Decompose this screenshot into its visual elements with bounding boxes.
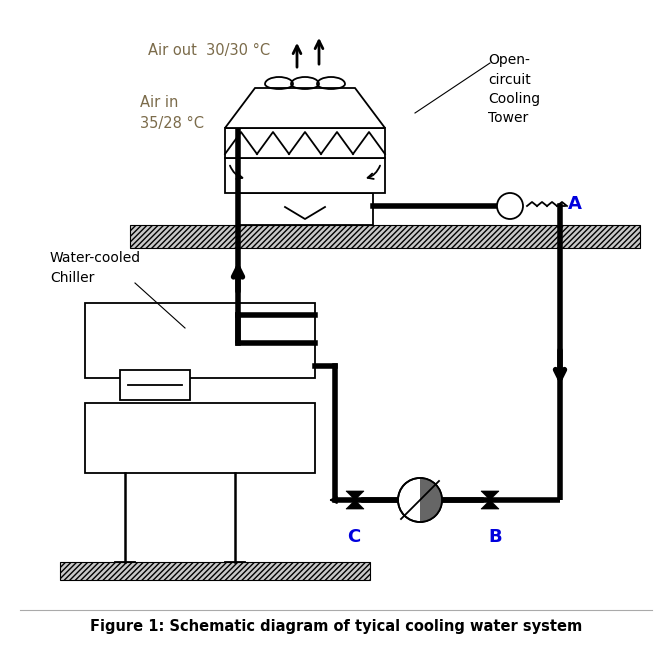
Polygon shape xyxy=(481,500,499,509)
FancyBboxPatch shape xyxy=(225,128,385,158)
Text: B: B xyxy=(488,528,501,546)
Polygon shape xyxy=(346,491,364,500)
Text: C: C xyxy=(347,528,360,546)
Text: Open-
circuit
Cooling
Tower: Open- circuit Cooling Tower xyxy=(488,53,540,126)
Text: Air out  30/30 °C: Air out 30/30 °C xyxy=(148,43,270,58)
FancyBboxPatch shape xyxy=(130,225,640,248)
FancyBboxPatch shape xyxy=(225,158,385,193)
Text: Air in
35/28 °C: Air in 35/28 °C xyxy=(140,95,204,131)
Text: Figure 1: Schematic diagram of tyical cooling water system: Figure 1: Schematic diagram of tyical co… xyxy=(90,618,582,634)
Wedge shape xyxy=(420,478,442,522)
Circle shape xyxy=(497,193,523,219)
FancyBboxPatch shape xyxy=(237,193,373,225)
Text: A: A xyxy=(568,195,582,213)
Circle shape xyxy=(398,478,442,522)
Text: Water-cooled
Chiller: Water-cooled Chiller xyxy=(50,251,141,284)
FancyBboxPatch shape xyxy=(60,562,370,580)
FancyBboxPatch shape xyxy=(85,303,315,378)
FancyBboxPatch shape xyxy=(120,370,190,400)
FancyBboxPatch shape xyxy=(85,403,315,473)
Polygon shape xyxy=(481,491,499,500)
Polygon shape xyxy=(346,500,364,509)
Polygon shape xyxy=(225,88,385,128)
